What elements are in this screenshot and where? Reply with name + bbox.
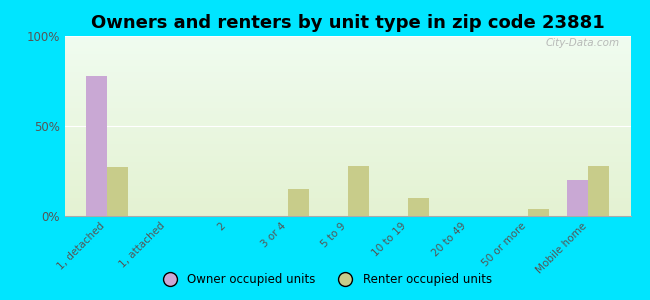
- Text: City-Data.com: City-Data.com: [545, 38, 619, 48]
- Bar: [348, 166, 369, 216]
- Legend: Owner occupied units, Renter occupied units: Owner occupied units, Renter occupied un…: [153, 269, 497, 291]
- Bar: [287, 189, 309, 216]
- Bar: [107, 167, 128, 216]
- Title: Owners and renters by unit type in zip code 23881: Owners and renters by unit type in zip c…: [91, 14, 604, 32]
- Bar: [408, 198, 429, 216]
- Bar: [567, 180, 588, 216]
- Bar: [86, 76, 107, 216]
- Bar: [588, 166, 610, 216]
- Bar: [528, 209, 549, 216]
